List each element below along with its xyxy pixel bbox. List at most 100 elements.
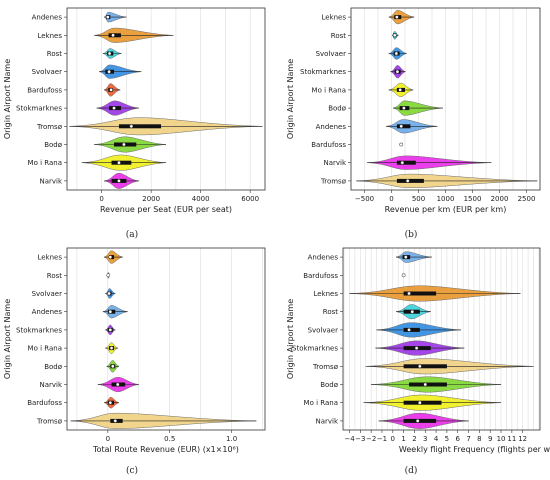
y-category-label: Leknes: [37, 254, 62, 262]
y-axis-label: Origin Airport Name: [3, 59, 12, 139]
y-category-label: Bodø: [328, 105, 347, 113]
violin-median: [407, 328, 411, 332]
x-tick-label: 1.0: [226, 435, 237, 443]
y-category-label: Andenes: [32, 14, 63, 22]
panel-c: Leknes Rost Svolvaer Andenes Stokmarknes Mo i…: [3, 247, 266, 476]
plot-frame: [66, 247, 266, 431]
violin-median: [392, 33, 397, 38]
y-category-label: Stokmarknes: [292, 345, 338, 353]
y-category-label: Mo i Rana: [304, 399, 338, 407]
x-tick-label: 1500: [464, 195, 482, 203]
violin-median: [395, 69, 400, 74]
violin-median: [110, 364, 115, 369]
x-tick-label: 0: [389, 195, 393, 203]
y-category-label: Tromsø: [36, 123, 63, 131]
violin-iqr-box: [111, 160, 132, 165]
violin-iqr-box: [396, 160, 416, 165]
violin-iqr-box: [118, 124, 162, 129]
y-category-label: Stokmarknes: [16, 105, 62, 113]
x-tick-label: 0: [99, 195, 103, 203]
x-tick-label: 4000: [192, 195, 210, 203]
y-category-label: Bodø: [44, 141, 63, 149]
x-tick-label: −2: [366, 435, 376, 443]
x-tick-label: 0: [391, 435, 395, 443]
violin-median: [402, 106, 406, 110]
x-tick-label: 6: [456, 435, 461, 443]
violin-median: [108, 400, 113, 405]
violin-median: [108, 328, 113, 332]
x-axis-label: Revenue per Seat (EUR per seat): [100, 205, 232, 214]
y-category-label: Rost: [47, 50, 62, 58]
violin-median: [405, 179, 410, 183]
y-category-label: Tromsø: [320, 177, 347, 185]
y-category-label: Mo i Rana: [28, 345, 62, 353]
x-tick-label: 6000: [241, 195, 259, 203]
y-category-label: Narvik: [39, 177, 62, 185]
violin-median: [117, 179, 121, 183]
violin-median: [109, 346, 114, 350]
violin-median: [122, 142, 126, 147]
x-tick-label: 2500: [518, 195, 536, 203]
violin-median: [112, 106, 116, 110]
violin-iqr-box: [403, 327, 420, 332]
y-axis-label: Origin Airport Name: [3, 299, 12, 379]
violin-median: [418, 364, 422, 369]
panel-b: Leknes Rost Svolvaer Stokmarknes Mo i Rana Bo…: [286, 7, 541, 240]
y-category-label: Svolvaer: [308, 326, 339, 334]
violin-median: [394, 51, 399, 56]
x-tick-label: 8: [477, 435, 481, 443]
violin-median: [108, 309, 113, 314]
violin-median: [105, 15, 110, 19]
violin-iqr-box: [403, 364, 447, 369]
y-category-label: Mo i Rana: [28, 159, 62, 167]
panel-letter: (a): [126, 229, 138, 240]
y-category-label: Bardufoss: [27, 86, 62, 94]
x-axis-label: Weekly flight Frequency (flights per we: [399, 445, 550, 454]
violin-median: [423, 382, 428, 387]
violin-median: [403, 255, 408, 259]
violin-median: [107, 51, 112, 56]
violin-iqr-box: [403, 418, 437, 423]
y-category-label: Rost: [323, 308, 338, 316]
violin-median: [399, 124, 404, 129]
y-category-label: Andenes: [308, 254, 339, 262]
y-category-label: Bardufoss: [27, 399, 62, 407]
y-category-label: Andenes: [32, 308, 63, 316]
x-tick-label: 4: [434, 435, 439, 443]
y-category-label: Leknes: [37, 32, 62, 40]
violin-median: [418, 400, 422, 405]
y-category-label: Rost: [331, 32, 346, 40]
y-category-label: Andenes: [316, 123, 347, 131]
violin-iqr-box: [396, 178, 424, 183]
y-category-label: Narvik: [323, 159, 346, 167]
y-category-label: Rost: [47, 272, 62, 280]
violin-median: [111, 33, 115, 38]
panel-letter: (d): [405, 465, 418, 476]
y-axis-label: Origin Airport Name: [286, 59, 295, 139]
y-category-label: Mo i Rana: [312, 86, 346, 94]
x-tick-label: 10: [497, 435, 506, 443]
violin-iqr-box: [403, 400, 442, 405]
violin-median: [395, 15, 399, 19]
violin-median: [106, 273, 111, 278]
y-category-label: Bardufoss: [311, 141, 346, 149]
panel-letter: (b): [405, 229, 418, 240]
plot-frame: [342, 247, 541, 431]
x-tick-label: 1000: [437, 195, 455, 203]
violin-median: [407, 291, 411, 296]
y-category-label: Tromsø: [312, 363, 339, 371]
y-category-label: Leknes: [313, 290, 338, 298]
y-category-label: Svolvaer: [32, 68, 63, 76]
x-axis-label: Revenue per km (EUR per km): [385, 205, 507, 214]
violin-median: [415, 419, 420, 423]
y-category-label: Narvik: [39, 381, 62, 389]
violin-median: [115, 382, 120, 387]
violin-median: [108, 255, 113, 259]
x-tick-label: 2: [412, 435, 416, 443]
y-category-label: Svolvaer: [316, 50, 347, 58]
x-tick-label: 2000: [491, 195, 509, 203]
panel-letter: (c): [126, 465, 138, 476]
violin-iqr-box: [403, 291, 437, 296]
y-category-label: Svolvaer: [32, 290, 63, 298]
